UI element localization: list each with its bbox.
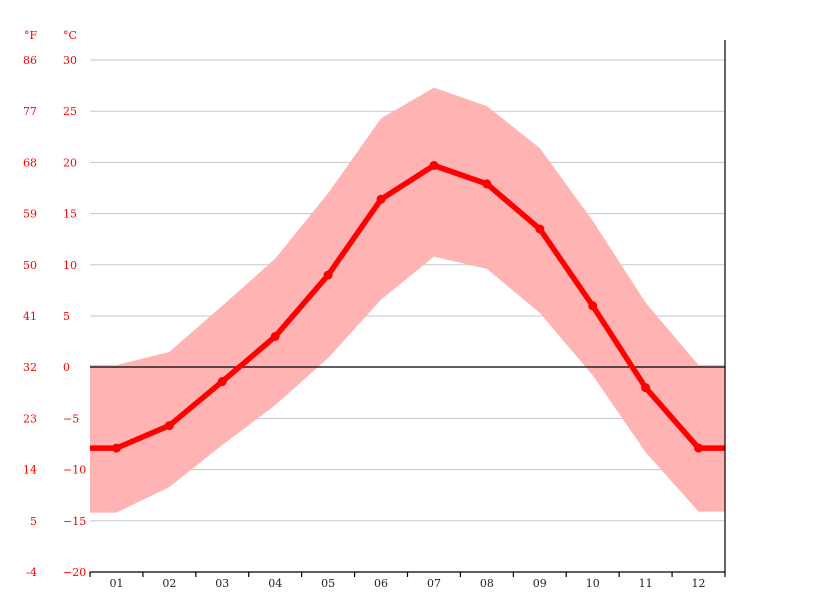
x-tick-label: 04: [268, 577, 282, 590]
y-tick-celsius: −5: [63, 412, 79, 425]
y-tick-fahrenheit: 5: [30, 515, 37, 528]
y-tick-celsius: 25: [63, 105, 77, 118]
y-tick-fahrenheit: 32: [23, 361, 37, 374]
x-tick-label: 05: [321, 577, 335, 590]
temperature-range-band: [90, 87, 725, 513]
data-point: [482, 179, 492, 189]
x-tick-label: 12: [692, 577, 706, 590]
x-tick-label: 01: [109, 577, 123, 590]
x-tick-label: 11: [639, 577, 653, 590]
y-tick-celsius: −20: [63, 566, 86, 579]
data-point: [694, 443, 704, 453]
data-point: [111, 443, 121, 453]
y-tick-fahrenheit: 77: [23, 105, 37, 118]
y-tick-fahrenheit: 68: [23, 156, 37, 169]
y-tick-celsius: −10: [63, 464, 86, 477]
x-tick-label: 10: [586, 577, 600, 590]
y-tick-celsius: 15: [63, 208, 77, 221]
data-point: [217, 377, 227, 387]
x-axis-labels: 01 02 03 04 05 06 07 08 09 10 11 12: [109, 577, 705, 590]
y-tick-fahrenheit: 59: [23, 208, 37, 221]
data-point: [376, 194, 386, 204]
x-tick-label: 07: [427, 577, 441, 590]
data-point: [164, 421, 174, 431]
y-tick-fahrenheit: -4: [26, 566, 37, 579]
data-point-markers: [111, 160, 704, 453]
data-point: [641, 383, 651, 393]
y-tick-fahrenheit: 86: [23, 54, 37, 67]
y-tick-celsius: 20: [63, 156, 77, 169]
y-tick-celsius: −15: [63, 515, 86, 528]
y-tick-celsius: 0: [63, 361, 70, 374]
y-tick-celsius: 5: [63, 310, 70, 323]
y-tick-celsius: 10: [63, 259, 77, 272]
data-point: [588, 301, 598, 311]
data-point: [429, 160, 439, 170]
y-tick-fahrenheit: 23: [23, 412, 37, 425]
data-point: [270, 331, 280, 341]
x-tick-label: 02: [162, 577, 176, 590]
x-tick-label: 08: [480, 577, 494, 590]
y-tick-celsius: 30: [63, 54, 77, 67]
celsius-unit-label: °C: [63, 29, 77, 42]
average-temperature-line: [90, 162, 725, 451]
y-tick-fahrenheit: 50: [23, 259, 37, 272]
y-axis-labels: 86 30 77 25 68 20 59 15 50 10 41 5 32 0 23 −5 14 −10 5 −15 -…: [23, 54, 86, 579]
x-tick-label: 06: [374, 577, 388, 590]
y-tick-fahrenheit: 14: [23, 464, 37, 477]
data-point: [323, 270, 333, 280]
x-tick-label: 03: [215, 577, 229, 590]
x-axis-ticks: [89, 572, 726, 577]
data-point: [535, 224, 545, 234]
fahrenheit-unit-label: °F: [24, 29, 38, 42]
y-tick-fahrenheit: 41: [23, 310, 37, 323]
x-tick-label: 09: [533, 577, 547, 590]
